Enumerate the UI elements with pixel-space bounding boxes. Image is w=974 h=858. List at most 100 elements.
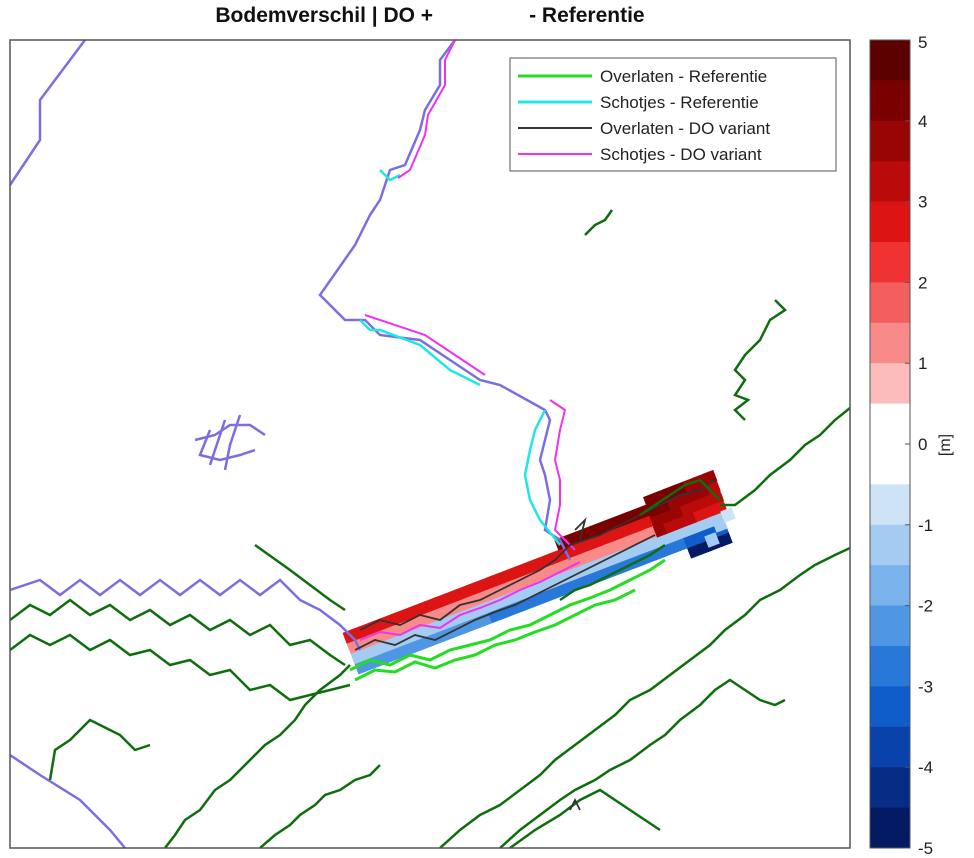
heat-cell [585,523,601,539]
heat-cell [432,617,448,633]
heat-cell [617,546,633,562]
heat-cell [603,540,619,556]
colorbar-level-11 [870,484,910,526]
heat-cell [662,541,678,557]
colorbar-level-12 [870,524,910,566]
heat-cell [465,581,481,597]
network-line-green-6 [259,764,381,848]
heat-cell [630,518,646,534]
colorbar-unit-label: [m] [937,434,954,456]
network-line-green-band-3 [559,543,666,602]
heat-cell [424,597,440,613]
heat-cell [555,570,571,586]
heat-cell [393,608,409,624]
network-line-cyan-1 [379,169,401,182]
heat-cell [549,584,565,600]
chart-title-right: - Referentie [529,4,645,27]
colorbar-level-19 [870,807,910,849]
heat-cell [377,627,393,643]
heat-cell [609,526,625,542]
network-line-green-band-1 [349,558,666,672]
heat-cell [385,647,401,663]
heat-cell [381,637,397,653]
network-line-green-8 [733,299,787,421]
colorbar-level-14 [870,605,910,647]
colorbar-level-5 [870,242,910,283]
chart-title: Bodemverschil | DO + - Referentie [0,4,860,28]
legend-label-0: Overlaten - Referentie [600,67,767,86]
network-line-purple-5 [198,429,256,462]
network-line-green-4 [48,718,151,781]
heat-cell [469,591,485,607]
network-line-green-band-2 [354,588,636,682]
chart-title-left: Bodemverschil | DO + [215,4,434,27]
heat-cell [455,585,471,601]
legend: Overlaten - Referentie Schotjes - Referen… [509,57,837,172]
heat-cell [682,533,698,549]
colorbar-tick-label-4: 1 [918,354,927,373]
heat-cell [414,601,430,617]
network-line-dark-band-1 [359,479,716,631]
heatmap-band [342,469,736,675]
network-line-green-7 [584,209,614,236]
legend-label-3: Schotjes - DO variant [600,145,762,164]
heat-cell [521,571,537,587]
heat-cell [568,542,584,557]
network-line-cyan-2 [359,319,481,387]
heat-cell [438,603,454,619]
colorbar-level-7 [870,322,910,364]
heat-cell [578,538,594,554]
heat-cell [395,643,411,659]
network-line-cyan-3 [523,409,561,546]
heat-cell [562,556,578,572]
heat-cell [613,536,629,552]
network-line-green-2 [10,633,351,702]
heat-cell [487,608,503,624]
colorbar-level-15 [870,646,910,687]
heat-cell [615,512,631,528]
colorbar-level-4 [870,201,910,243]
heat-cell [619,522,635,538]
network-line-green-9 [720,407,850,507]
network-line-green-3 [254,543,346,612]
heat-cell [370,641,386,657]
colorbar-level-17 [870,726,910,768]
network-line-purple-4 [194,423,266,442]
network-line-magenta-band [359,561,581,641]
network-line-green-10 [439,546,850,848]
network-line-dark-1 [569,797,581,811]
legend-label-2: Overlaten - DO variant [600,119,770,138]
colorbar-level-6 [870,282,910,324]
heat-cell [648,534,664,550]
colorbar-level-13 [870,565,910,607]
colorbar-tick-label-10: -5 [918,839,933,858]
heat-cell [467,616,483,632]
network-line-magenta-1 [397,40,456,179]
colorbar-level-16 [870,686,910,728]
network-line-purple-8 [10,753,126,848]
network-lines [10,40,850,848]
network-line-dark-band-2 [354,534,656,651]
heat-cell [607,550,623,566]
heat-cell [434,593,450,609]
heat-cell [476,577,492,593]
colorbar-level-18 [870,767,910,809]
heat-cell [518,596,534,612]
heat-cell [592,544,608,560]
heat-cell [517,561,533,577]
network-line-purple-2 [318,40,572,561]
heat-cell [539,588,555,604]
heat-cell [445,589,461,605]
colorbar-level-0 [870,40,910,81]
heat-cell [360,645,376,661]
heat-cell [686,543,702,559]
network-line-green-1 [10,598,346,667]
colorbar-tick-label-3: 2 [918,273,927,292]
heat-cell [693,529,709,545]
heat-cell [350,649,366,665]
network-line-green-band-4 [639,478,721,517]
heat-cell [405,639,421,655]
heat-cell [637,538,653,554]
colorbar-level-1 [870,80,910,122]
heat-cell [623,532,639,548]
